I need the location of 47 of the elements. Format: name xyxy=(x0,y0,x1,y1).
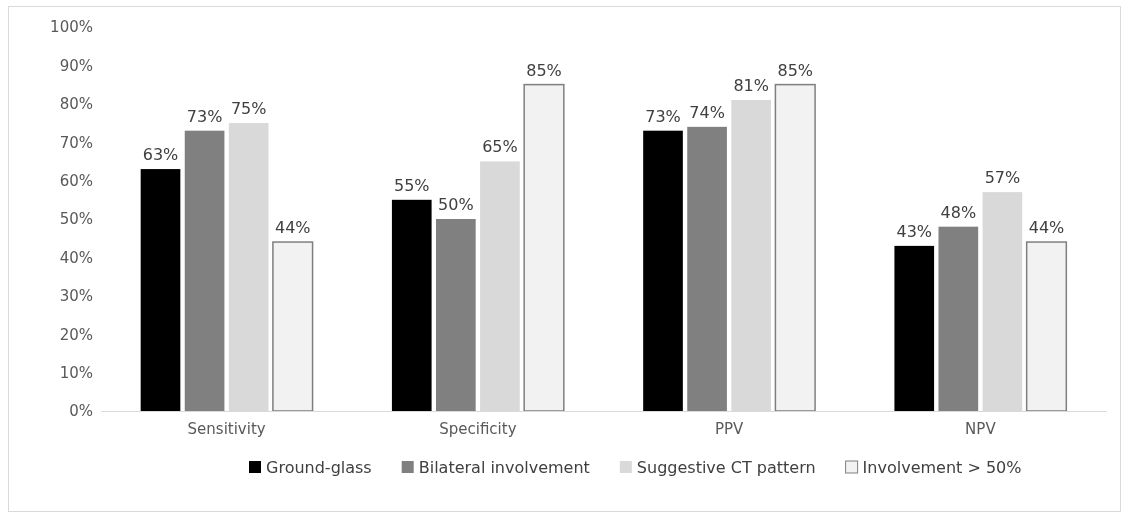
data-label: 65% xyxy=(482,137,518,157)
y-tick-label: 100% xyxy=(50,18,93,37)
y-tick-label: 40% xyxy=(59,248,93,267)
data-label: 57% xyxy=(984,168,1021,188)
legend-label: Suggestive CT pattern xyxy=(636,458,816,477)
data-label: 75% xyxy=(230,99,267,118)
data-label: 63% xyxy=(142,145,179,165)
y-tick-label: 10% xyxy=(59,363,93,382)
bar xyxy=(774,83,816,412)
bar xyxy=(687,126,727,411)
bar xyxy=(184,130,225,411)
legend-label: Bilateral involvement xyxy=(418,458,590,477)
data-label: 74% xyxy=(689,102,725,122)
y-tick-label: 80% xyxy=(59,95,93,114)
data-label: 81% xyxy=(733,75,769,95)
bar xyxy=(391,199,432,411)
x-tick-label: Specificity xyxy=(439,419,517,438)
data-label: 73% xyxy=(186,106,223,126)
data-label: 44% xyxy=(274,218,311,238)
y-tick-label: 30% xyxy=(59,287,93,306)
x-tick-label: PPV xyxy=(714,419,745,438)
legend-label: Involvement > 50% xyxy=(862,458,1022,477)
bar xyxy=(1025,241,1068,412)
y-tick-label: 0% xyxy=(69,402,93,421)
bar xyxy=(140,169,181,411)
data-label: 44% xyxy=(1028,218,1065,238)
x-tick-label: NPV xyxy=(965,419,997,438)
bar xyxy=(272,241,314,412)
data-label: 85% xyxy=(526,60,562,80)
bar xyxy=(894,245,935,411)
legend-label: Ground-glass xyxy=(266,458,372,477)
x-tick-label: Sensitivity xyxy=(187,419,266,438)
data-label: 73% xyxy=(645,106,681,126)
bar xyxy=(938,226,979,411)
bar xyxy=(643,130,683,411)
y-tick-label: 70% xyxy=(59,133,93,152)
bar xyxy=(436,219,476,411)
y-tick-label: 50% xyxy=(59,210,93,229)
data-label: 55% xyxy=(393,175,430,195)
y-tick-label: 90% xyxy=(59,56,93,75)
data-label: 48% xyxy=(940,202,977,222)
y-tick-label: 20% xyxy=(59,325,93,344)
bar xyxy=(523,83,565,412)
y-tick-label: 60% xyxy=(59,171,93,190)
data-label: 43% xyxy=(896,221,933,241)
data-label: 85% xyxy=(777,60,814,80)
data-label: 50% xyxy=(438,195,474,214)
